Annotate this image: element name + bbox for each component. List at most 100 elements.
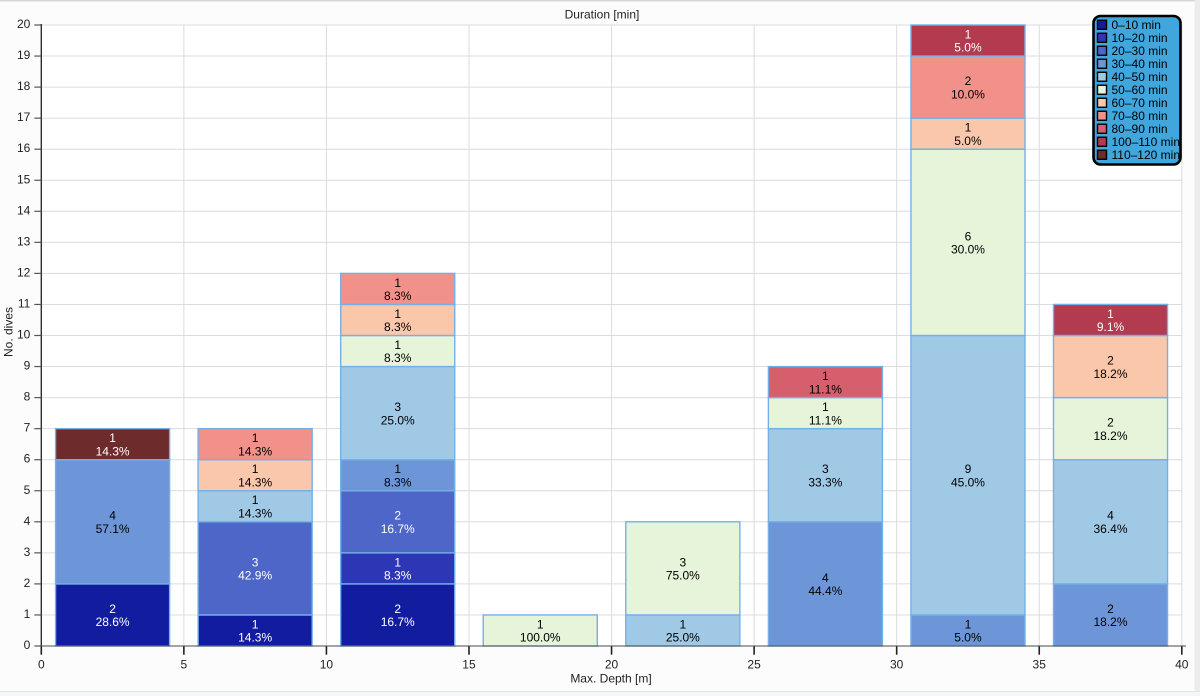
svg-text:100–110 min: 100–110 min bbox=[1112, 135, 1181, 149]
svg-text:12: 12 bbox=[17, 265, 31, 279]
svg-text:1: 1 bbox=[24, 607, 31, 621]
svg-text:1: 1 bbox=[394, 338, 401, 352]
svg-text:1: 1 bbox=[965, 121, 972, 135]
svg-text:8: 8 bbox=[24, 390, 31, 404]
svg-text:11: 11 bbox=[18, 296, 31, 310]
svg-text:3: 3 bbox=[822, 462, 829, 476]
svg-text:1: 1 bbox=[537, 617, 544, 631]
svg-text:10: 10 bbox=[17, 328, 31, 342]
svg-text:1: 1 bbox=[394, 555, 401, 569]
svg-text:0: 0 bbox=[24, 638, 31, 652]
svg-text:14.3%: 14.3% bbox=[238, 444, 272, 458]
svg-text:1: 1 bbox=[965, 617, 972, 631]
svg-text:4: 4 bbox=[24, 514, 31, 528]
svg-text:No. dives: No. dives bbox=[2, 307, 16, 357]
svg-text:18.2%: 18.2% bbox=[1094, 429, 1128, 443]
svg-text:1: 1 bbox=[822, 369, 829, 383]
svg-text:5.0%: 5.0% bbox=[954, 631, 982, 645]
svg-text:20: 20 bbox=[605, 658, 619, 672]
svg-text:7: 7 bbox=[24, 421, 31, 435]
svg-text:10: 10 bbox=[320, 658, 334, 672]
svg-text:9.1%: 9.1% bbox=[1097, 320, 1125, 334]
svg-text:11.1%: 11.1% bbox=[809, 413, 842, 427]
svg-text:42.9%: 42.9% bbox=[238, 569, 272, 583]
svg-text:5: 5 bbox=[181, 658, 188, 672]
svg-text:Duration [min]: Duration [min] bbox=[565, 7, 640, 21]
svg-text:9: 9 bbox=[24, 359, 31, 373]
svg-text:16: 16 bbox=[17, 141, 31, 155]
svg-text:57.1%: 57.1% bbox=[96, 522, 130, 536]
svg-text:10.0%: 10.0% bbox=[951, 87, 985, 101]
svg-text:1: 1 bbox=[394, 462, 401, 476]
svg-text:28.6%: 28.6% bbox=[96, 615, 130, 629]
svg-text:6: 6 bbox=[24, 452, 31, 466]
svg-text:9: 9 bbox=[965, 462, 972, 476]
svg-text:25.0%: 25.0% bbox=[381, 413, 415, 427]
svg-text:Max. Depth [m]: Max. Depth [m] bbox=[570, 672, 651, 686]
svg-text:10–20 min: 10–20 min bbox=[1112, 31, 1168, 45]
svg-text:14.3%: 14.3% bbox=[238, 631, 272, 645]
svg-text:0–10 min: 0–10 min bbox=[1112, 18, 1161, 32]
svg-text:14: 14 bbox=[17, 203, 31, 217]
svg-text:3: 3 bbox=[394, 400, 401, 414]
svg-text:2: 2 bbox=[1107, 416, 1114, 430]
svg-text:35: 35 bbox=[1033, 658, 1047, 672]
svg-text:70–80 min: 70–80 min bbox=[1112, 109, 1168, 123]
svg-text:18: 18 bbox=[17, 79, 31, 93]
svg-text:25.0%: 25.0% bbox=[666, 631, 700, 645]
svg-text:2: 2 bbox=[1107, 602, 1114, 616]
svg-text:2: 2 bbox=[24, 576, 31, 590]
svg-text:1: 1 bbox=[252, 493, 259, 507]
svg-text:15: 15 bbox=[462, 658, 476, 672]
svg-text:2: 2 bbox=[965, 74, 972, 88]
svg-text:1: 1 bbox=[679, 617, 686, 631]
svg-text:8.3%: 8.3% bbox=[384, 320, 412, 334]
svg-text:0: 0 bbox=[38, 658, 45, 672]
svg-text:6: 6 bbox=[965, 229, 972, 243]
svg-text:100.0%: 100.0% bbox=[520, 631, 561, 645]
svg-text:4: 4 bbox=[822, 571, 829, 585]
svg-text:44.4%: 44.4% bbox=[808, 584, 842, 598]
svg-text:1: 1 bbox=[252, 431, 259, 445]
svg-text:60–70 min: 60–70 min bbox=[1112, 96, 1168, 110]
svg-text:40–50 min: 40–50 min bbox=[1112, 70, 1168, 84]
svg-text:25: 25 bbox=[747, 658, 761, 672]
svg-text:4: 4 bbox=[109, 509, 116, 523]
svg-text:1: 1 bbox=[1107, 307, 1114, 321]
svg-text:80–90 min: 80–90 min bbox=[1112, 122, 1168, 136]
svg-text:13: 13 bbox=[17, 234, 31, 248]
svg-text:1: 1 bbox=[109, 431, 116, 445]
svg-text:5: 5 bbox=[24, 483, 31, 497]
svg-text:14.3%: 14.3% bbox=[96, 444, 130, 458]
svg-text:15: 15 bbox=[17, 172, 31, 186]
svg-text:11.1%: 11.1% bbox=[809, 382, 842, 396]
svg-text:36.4%: 36.4% bbox=[1094, 522, 1128, 536]
svg-text:20: 20 bbox=[17, 17, 31, 31]
svg-text:18.2%: 18.2% bbox=[1094, 367, 1128, 381]
svg-text:30: 30 bbox=[890, 658, 904, 672]
svg-text:1: 1 bbox=[394, 307, 401, 321]
svg-text:17: 17 bbox=[17, 110, 31, 124]
svg-text:110–120 min: 110–120 min bbox=[1112, 148, 1181, 162]
svg-text:4: 4 bbox=[1107, 509, 1114, 523]
svg-text:30–40 min: 30–40 min bbox=[1112, 57, 1168, 71]
svg-text:8.3%: 8.3% bbox=[384, 569, 412, 583]
svg-text:1: 1 bbox=[252, 617, 259, 631]
svg-text:5.0%: 5.0% bbox=[954, 134, 982, 148]
svg-text:1: 1 bbox=[252, 462, 259, 476]
svg-text:14.3%: 14.3% bbox=[238, 475, 272, 489]
svg-text:8.3%: 8.3% bbox=[384, 289, 412, 303]
svg-text:3: 3 bbox=[252, 555, 259, 569]
svg-text:5.0%: 5.0% bbox=[954, 41, 982, 55]
svg-text:18.2%: 18.2% bbox=[1094, 615, 1128, 629]
svg-text:1: 1 bbox=[965, 27, 972, 41]
svg-text:2: 2 bbox=[1107, 353, 1114, 367]
svg-text:3: 3 bbox=[679, 555, 686, 569]
svg-text:50–60 min: 50–60 min bbox=[1112, 83, 1168, 97]
svg-text:8.3%: 8.3% bbox=[384, 351, 412, 365]
svg-text:45.0%: 45.0% bbox=[951, 475, 985, 489]
svg-text:16.7%: 16.7% bbox=[381, 522, 415, 536]
svg-text:33.3%: 33.3% bbox=[808, 475, 842, 489]
svg-text:8.3%: 8.3% bbox=[384, 475, 412, 489]
svg-text:1: 1 bbox=[394, 276, 401, 290]
